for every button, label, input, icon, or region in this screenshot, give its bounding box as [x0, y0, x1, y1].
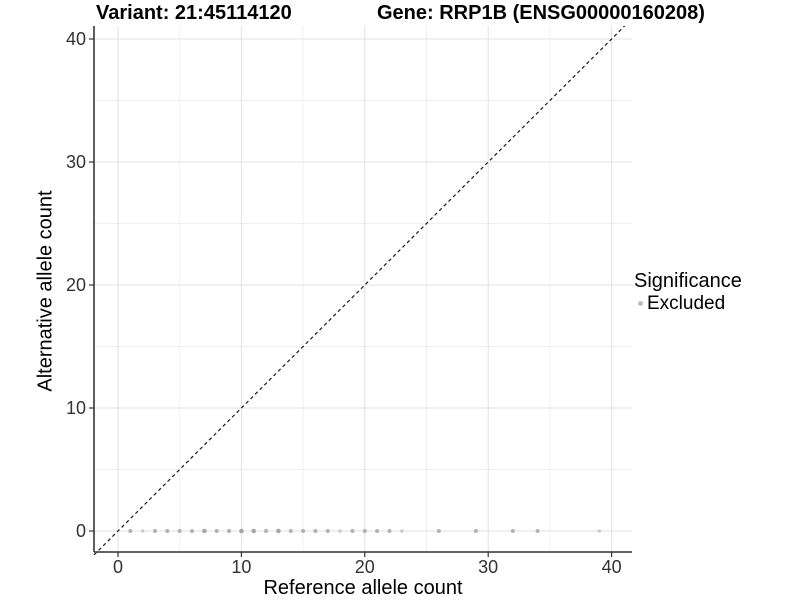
data-point	[597, 529, 602, 533]
data-point	[153, 529, 158, 533]
data-point	[473, 529, 478, 533]
data-point	[338, 529, 342, 533]
data-point	[177, 529, 182, 533]
data-point	[214, 529, 219, 533]
data-point	[325, 529, 330, 533]
data-point	[535, 529, 540, 533]
y-axis-title: Alternative allele count	[34, 190, 57, 392]
data-point	[165, 529, 170, 533]
data-point	[375, 529, 380, 533]
x-tick-label: 30	[478, 557, 498, 577]
plot-title-variant: Variant: 21:45114120	[96, 2, 292, 24]
y-tick-label: 40	[66, 29, 86, 49]
data-point	[387, 529, 392, 533]
data-point	[140, 529, 145, 533]
data-point	[202, 528, 207, 534]
x-tick-label: 0	[113, 557, 123, 577]
data-point	[276, 528, 281, 534]
data-point	[251, 528, 257, 534]
excluded-point-swatch	[638, 301, 643, 306]
data-point	[288, 529, 293, 533]
x-axis-title: Reference allele count	[263, 577, 463, 599]
data-point	[239, 528, 244, 534]
data-point	[190, 529, 195, 533]
data-point	[400, 529, 404, 533]
data-point	[128, 529, 133, 533]
data-point	[313, 529, 318, 533]
x-tick-label: 20	[355, 557, 375, 577]
legend-item-label: Excluded	[647, 293, 726, 314]
y-tick-label: 30	[66, 152, 86, 172]
data-point	[227, 529, 232, 533]
data-point	[350, 529, 355, 533]
legend-item-excluded: Excluded	[634, 293, 742, 314]
data-point	[301, 529, 306, 533]
plot-title-gene: Gene: RRP1B (ENSG00000160208)	[377, 2, 705, 24]
data-point	[510, 529, 515, 533]
data-point	[362, 529, 367, 533]
x-tick-label: 40	[602, 557, 622, 577]
data-point	[436, 529, 441, 533]
legend: Significance Excluded	[634, 270, 742, 315]
legend-title: Significance	[634, 270, 742, 292]
y-tick-label: 20	[66, 275, 86, 295]
data-point	[264, 529, 269, 533]
y-tick-label: 0	[76, 521, 86, 541]
identity-line	[93, 25, 626, 556]
y-tick-label: 10	[66, 398, 86, 418]
x-tick-label: 10	[231, 557, 251, 577]
